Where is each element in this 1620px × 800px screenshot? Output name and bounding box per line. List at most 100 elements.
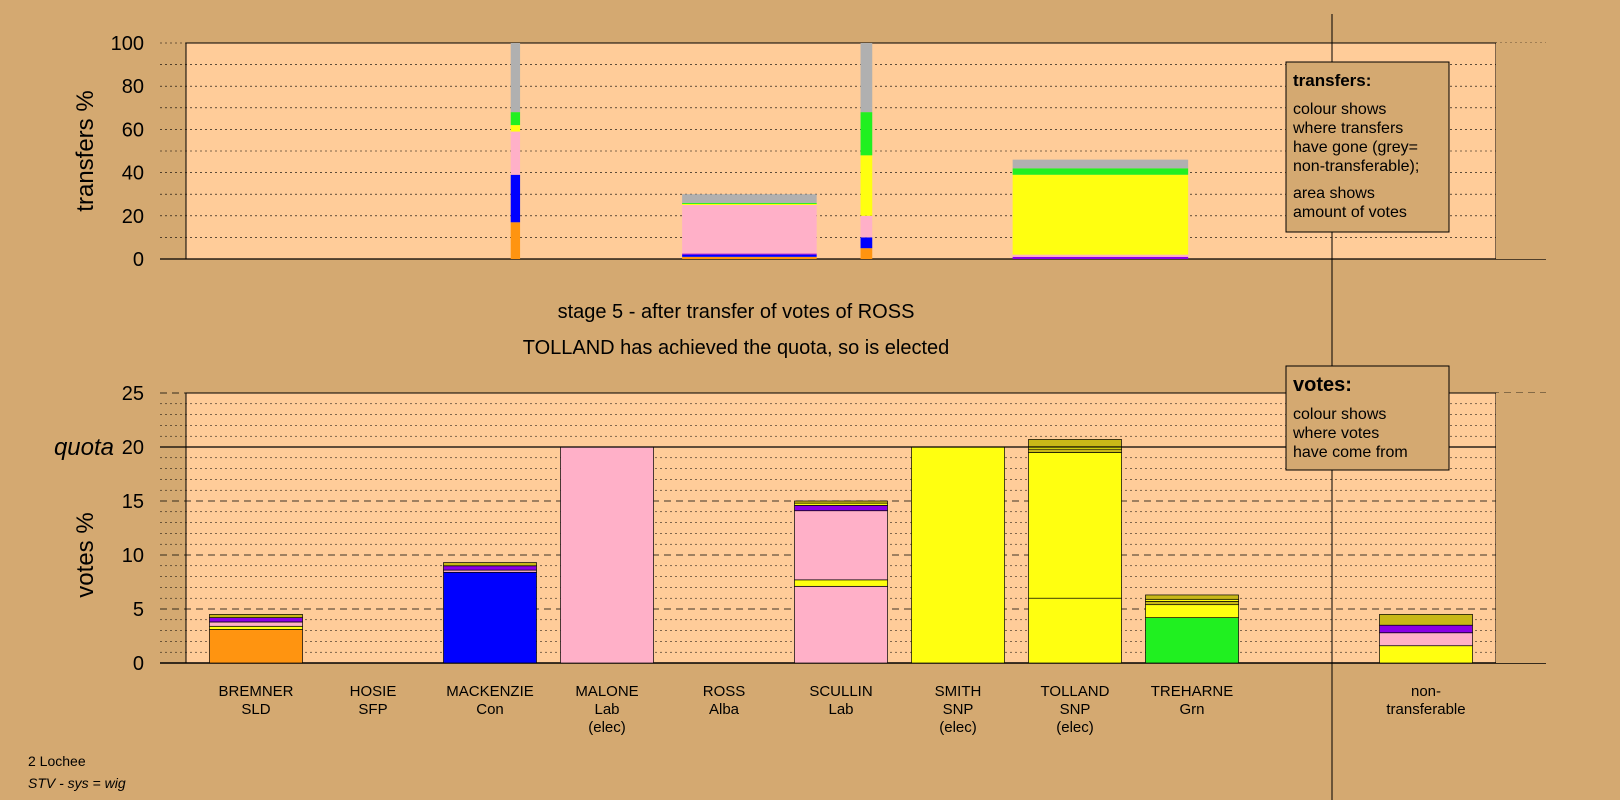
transfer-segment-NT: [510, 43, 521, 113]
transfers-legend: transfers: colour shows where transfers …: [1285, 61, 1450, 233]
bar-tolland-segment: [1028, 452, 1122, 599]
votes-legend-box: [1285, 365, 1450, 471]
bar-treharne-segment: [1145, 594, 1239, 600]
bar-nontransferable-segment: [1379, 614, 1473, 626]
bar-bremner-segment: [209, 629, 303, 664]
transfers-y-tick-label: 100: [111, 33, 144, 55]
votes-bars: [160, 439, 1546, 664]
bar-nontransferable-segment: [1379, 624, 1473, 634]
nontransferable-label: transferable: [1386, 701, 1465, 718]
transfer-segment-SNP: [1012, 174, 1189, 255]
transfers-legend-line: amount of votes: [1293, 204, 1407, 221]
transfer-segment-NT: [682, 194, 817, 203]
votes-y-axis-label: votes %: [72, 512, 99, 597]
transfers-legend-line: have gone (grey=: [1293, 139, 1418, 156]
candidate-label-hosie: HOSIE: [350, 683, 397, 700]
votes-legend-line: where votes: [1292, 425, 1379, 442]
candidate-labels: BREMNERSLDHOSIESFPMACKENZIEConMALONELab(…: [218, 683, 1465, 736]
candidate-label-smith: SMITH: [935, 683, 982, 700]
footer-system: STV - sys = wig: [28, 775, 126, 791]
candidate-label-malone: (elec): [588, 719, 626, 736]
candidate-label-tolland: SNP: [1060, 701, 1091, 718]
candidate-label-malone: MALONE: [575, 683, 638, 700]
votes-y-tick-label: 20: [122, 437, 144, 459]
votes-y-tick-label: 10: [122, 545, 144, 567]
transfers-legend-line: non-transferable);: [1293, 158, 1419, 175]
candidate-label-ross: Alba: [709, 701, 740, 718]
nontransferable-label: non-: [1411, 683, 1441, 700]
bar-mackenzie-segment: [443, 562, 537, 567]
transfer-segment-SLD: [682, 256, 817, 259]
votes-legend-line: have come from: [1293, 444, 1408, 461]
bar-malone-segment: [560, 446, 654, 664]
candidate-label-scullin: SCULLIN: [809, 683, 872, 700]
transfers-legend-line: colour shows: [1293, 101, 1386, 118]
candidate-label-mackenzie: Con: [476, 701, 504, 718]
right-margin-top: [1496, 43, 1546, 259]
transfers-bars: [510, 43, 1189, 259]
votes-legend-line: colour shows: [1293, 406, 1386, 423]
candidate-label-tolland: TOLLAND: [1041, 683, 1110, 700]
transfers-y-ticks: 0 20 40 60 80 100: [111, 33, 144, 271]
transfer-segment-Con: [682, 254, 817, 257]
transfers-legend-line: area shows: [1293, 185, 1375, 202]
votes-y-tick-label: 5: [133, 599, 144, 621]
right-margin-bottom: [1496, 393, 1546, 663]
candidate-label-smith: SNP: [943, 701, 974, 718]
candidate-label-malone: Lab: [594, 701, 619, 718]
bar-nontransferable-segment: [1379, 632, 1473, 647]
transfer-segment-SLD: [510, 222, 521, 259]
bar-treharne-segment: [1145, 617, 1239, 664]
transfer-segment-Lab: [682, 205, 817, 254]
bar-tolland-segment: [1028, 597, 1122, 664]
bar-bremner-segment: [209, 614, 303, 618]
transfers-y-tick-label: 0: [133, 249, 144, 271]
transfers-y-tick-label: 40: [122, 163, 144, 185]
transfer-segment-Grn: [860, 112, 873, 156]
bar-scullin-segment: [794, 579, 888, 587]
transfers-legend-line: where transfers: [1292, 120, 1403, 137]
transfer-segment-Lab: [510, 131, 521, 175]
transfer-segment-Alba: [682, 253, 817, 255]
candidate-label-treharne: TREHARNE: [1151, 683, 1234, 700]
bar-bremner-segment: [209, 617, 303, 623]
transfer-segment-Lab: [1012, 254, 1189, 257]
candidate-label-bremner: BREMNER: [218, 683, 293, 700]
bar-smith-segment: [911, 446, 1005, 664]
candidate-label-scullin: Lab: [828, 701, 853, 718]
transfer-segment-Grn: [682, 202, 817, 204]
transfer-segment-SNP: [860, 155, 873, 216]
bar-mackenzie-segment: [443, 565, 537, 571]
footer-ward: 2 Lochee: [28, 753, 86, 769]
bar-bremner-segment: [209, 621, 303, 627]
transfer-segment-Lab: [860, 215, 873, 238]
stage-subtitle: TOLLAND has achieved the quota, so is el…: [523, 337, 950, 359]
bar-mackenzie-segment: [443, 571, 537, 664]
bar-scullin-segment: [794, 500, 888, 504]
votes-y-tick-label: 25: [122, 383, 144, 405]
transfers-legend-title: transfers:: [1293, 71, 1371, 90]
transfers-legend-box: [1285, 61, 1450, 233]
transfer-segment-Con: [860, 237, 873, 249]
candidate-label-bremner: SLD: [241, 701, 270, 718]
transfer-segment-Grn: [510, 112, 521, 126]
bar-tolland-segment: [1028, 439, 1122, 448]
candidate-label-treharne: Grn: [1179, 701, 1204, 718]
votes-y-ticks: 0 5 10 15 20 25 quota: [54, 383, 144, 675]
candidate-label-ross: ROSS: [703, 683, 746, 700]
stage-title: stage 5 - after transfer of votes of ROS…: [558, 301, 915, 323]
candidate-label-mackenzie: MACKENZIE: [446, 683, 534, 700]
transfer-segment-Con: [510, 174, 521, 223]
transfer-segment-Alba: [1012, 256, 1189, 259]
bar-bremner-segment: [209, 625, 303, 630]
transfer-segment-SNP: [682, 203, 817, 205]
transfers-y-tick-label: 80: [122, 76, 144, 98]
votes-legend: votes: colour shows where votes have com…: [1285, 365, 1450, 471]
votes-y-tick-label: 0: [133, 653, 144, 675]
transfers-y-tick-label: 20: [122, 206, 144, 228]
bar-scullin-segment: [794, 510, 888, 581]
candidate-label-smith: (elec): [939, 719, 977, 736]
transfers-y-axis-label: transfers %: [72, 90, 99, 211]
